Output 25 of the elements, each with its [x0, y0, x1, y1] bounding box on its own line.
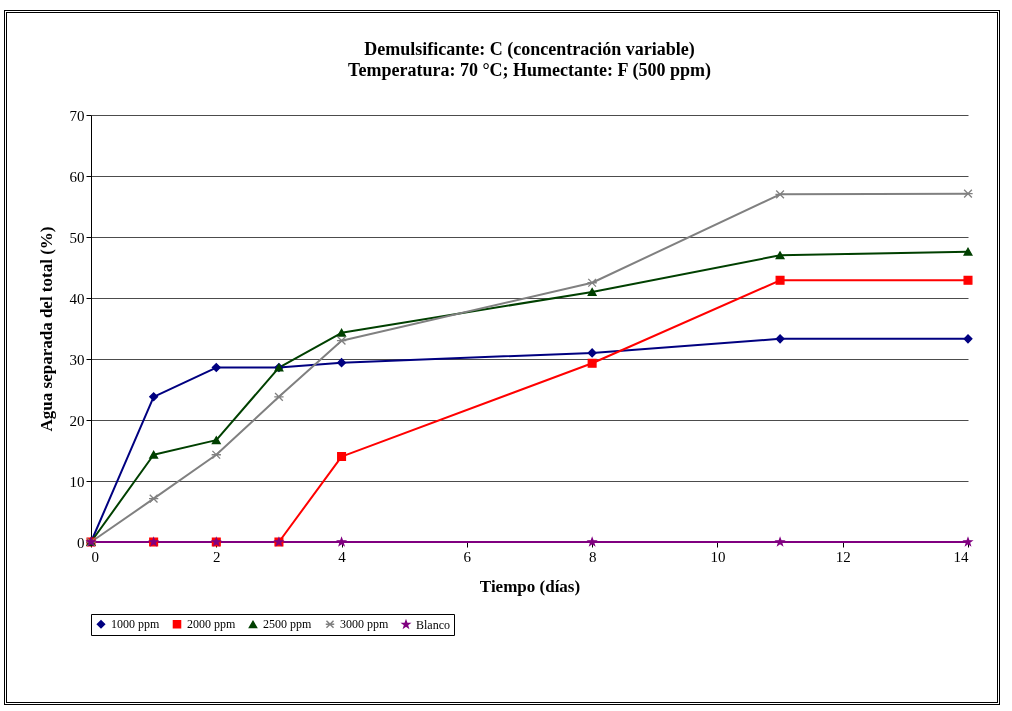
x-tick-label: 6 — [463, 548, 472, 565]
chart-subtitle: Temperatura: 70 °C; Humectante: F (500 ppm) — [348, 60, 711, 81]
legend-label: 2000 ppm — [187, 617, 236, 632]
y-tick-label: 30 — [69, 351, 85, 368]
y-tick-label: 20 — [69, 412, 85, 429]
x-tick-label: 8 — [588, 548, 597, 565]
y-axis-title: Agua separada del total (%) — [36, 226, 56, 432]
y-tick-label: 0 — [77, 534, 85, 551]
x-tick-label: 2 — [213, 548, 221, 565]
y-tick-label: 10 — [69, 473, 85, 490]
x-axis-title: Tiempo (días) — [479, 576, 581, 596]
y-tick-label: 60 — [69, 168, 85, 185]
y-tick-label: 50 — [69, 229, 85, 246]
x-tick-label: 10 — [710, 548, 726, 565]
legend-label: 1000 ppm — [111, 617, 160, 632]
x-tick-label: 4 — [338, 548, 347, 565]
legend-label: 2500 ppm — [263, 617, 312, 632]
x-tick-label: 0 — [91, 548, 99, 565]
legend-label: 3000 ppm — [340, 617, 389, 632]
y-tick-label: 40 — [69, 290, 85, 307]
x-tick-label: 12 — [835, 548, 851, 565]
x-tick-label: 14 — [953, 548, 969, 565]
legend-label: Blanco — [416, 617, 450, 632]
chart-title: Demulsificante: C (concentración variable) — [364, 39, 695, 60]
y-tick-label: 70 — [69, 107, 85, 124]
